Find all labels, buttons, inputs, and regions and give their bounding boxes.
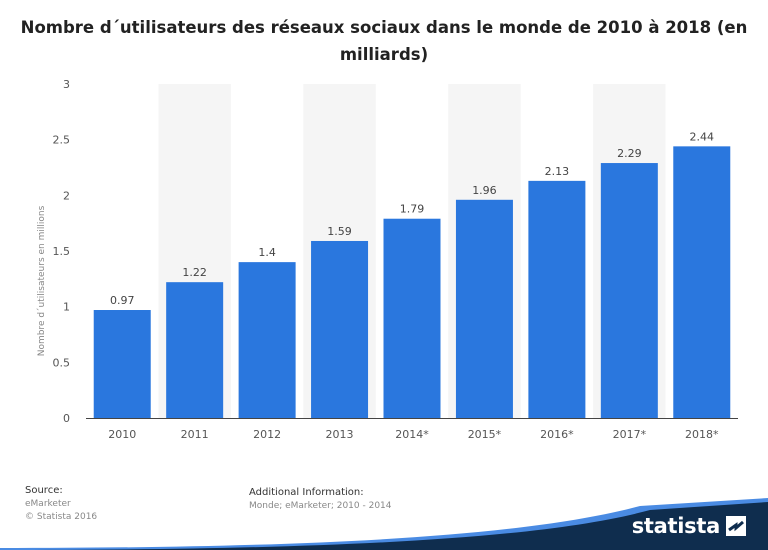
x-tick-label: 2014* xyxy=(395,428,429,441)
bar-value-label: 1.79 xyxy=(400,203,425,216)
value-labels: 0.97 1.22 1.4 1.59 1.79 1.96 2.13 2.29 2.44 xyxy=(110,130,714,307)
x-tick-label: 2012 xyxy=(253,428,281,441)
x-axis-ticks: 2010 2011 2012 2013 2014* 2015* 2016* 2017* 2018… xyxy=(108,428,719,441)
y-tick-label: 0 xyxy=(63,412,70,425)
bar[interactable] xyxy=(166,282,224,418)
bar[interactable] xyxy=(673,146,731,418)
source-heading: Source: xyxy=(25,485,63,496)
y-axis-title: Nombre d´utilisateurs en millions xyxy=(36,205,47,356)
statista-logo-icon xyxy=(726,516,746,536)
bar-value-label: 1.96 xyxy=(472,184,497,197)
bar[interactable] xyxy=(528,180,586,418)
statista-logo[interactable]: statista xyxy=(631,514,721,538)
additional-info-text: Monde; eMarketer; 2010 - 2014 xyxy=(249,501,392,511)
additional-info-heading: Additional Information: xyxy=(249,487,364,498)
y-tick-label: 3 xyxy=(63,78,70,91)
bars xyxy=(93,146,731,418)
y-tick-label: 1.5 xyxy=(53,245,71,258)
y-tick-label: 0.5 xyxy=(53,356,71,369)
bar-value-label: 2.29 xyxy=(617,147,642,160)
bar-chart: 0.97 1.22 1.4 1.59 1.79 1.96 2.13 2.29 2.44 0 0.5… xyxy=(36,78,738,441)
x-tick-label: 2017* xyxy=(613,428,647,441)
brand-swoosh xyxy=(0,498,768,550)
source-line: eMarketer xyxy=(25,499,71,509)
y-tick-label: 1 xyxy=(63,301,70,314)
statista-brand-band: statista xyxy=(0,498,768,550)
bar[interactable] xyxy=(455,199,513,418)
y-tick-label: 2.5 xyxy=(53,134,71,147)
chart-title: Nombre d´utilisateurs des réseaux sociau… xyxy=(20,18,748,64)
bar[interactable] xyxy=(383,218,441,418)
x-tick-label: 2015* xyxy=(468,428,502,441)
bar-value-label: 2.13 xyxy=(545,165,570,178)
bar-value-label: 1.59 xyxy=(327,225,352,238)
bar-value-label: 0.97 xyxy=(110,294,135,307)
y-tick-label: 2 xyxy=(63,189,70,202)
bar-value-label: 2.44 xyxy=(690,130,715,143)
y-axis-ticks: 0 0.5 1 1.5 2 2.5 3 xyxy=(53,78,71,425)
x-tick-label: 2018* xyxy=(685,428,719,441)
x-tick-label: 2013 xyxy=(326,428,354,441)
bar[interactable] xyxy=(600,163,658,418)
x-tick-label: 2010 xyxy=(108,428,136,441)
x-tick-label: 2011 xyxy=(181,428,209,441)
bar[interactable] xyxy=(93,310,151,418)
copyright-line: © Statista 2016 xyxy=(25,512,98,522)
bar-value-label: 1.22 xyxy=(182,266,207,279)
bar[interactable] xyxy=(238,262,296,418)
bar-value-label: 1.4 xyxy=(258,246,276,259)
bar[interactable] xyxy=(311,240,369,418)
x-tick-label: 2016* xyxy=(540,428,574,441)
